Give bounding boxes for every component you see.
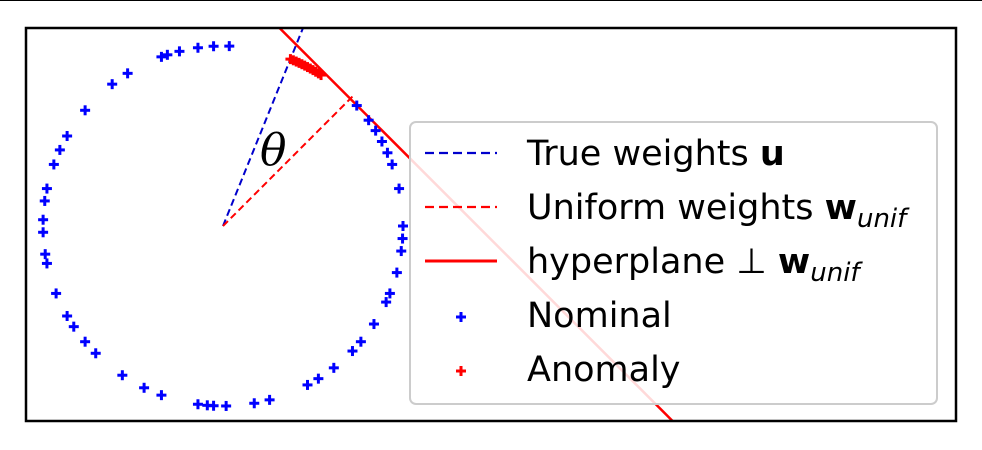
nominal-point: [80, 105, 91, 116]
legend-nominal-marker: [456, 312, 466, 322]
nominal-point: [381, 297, 392, 308]
nominal-point: [384, 288, 395, 299]
nominal-point: [313, 373, 324, 384]
nominal-point: [41, 258, 52, 269]
nominal-point: [370, 125, 381, 136]
legend-nominal-label: Nominal: [527, 296, 672, 336]
nominal-point: [224, 41, 235, 52]
nominal-point: [368, 319, 379, 330]
legend-anomaly-label: Anomaly: [527, 350, 681, 390]
nominal-point: [38, 227, 49, 238]
nominal-point: [62, 131, 73, 141]
nominal-point: [40, 249, 51, 260]
true-weights-vector: [222, 28, 305, 227]
nominal-point: [162, 49, 173, 60]
nominal-point: [117, 370, 128, 381]
nominal-point: [38, 214, 49, 225]
nominal-point: [249, 398, 260, 409]
nominal-point: [387, 159, 398, 170]
nominal-point: [139, 382, 150, 393]
nominal-point: [347, 346, 358, 357]
nominal-point: [68, 321, 79, 332]
legend-true-weights-label: True weights u: [526, 134, 785, 174]
top-rule: [0, 0, 982, 1]
nominal-point: [396, 246, 407, 257]
nominal-point: [122, 68, 133, 79]
axes-frame: [24, 26, 958, 423]
nominal-point: [302, 379, 313, 390]
legend: True weights u Uniform weights wunif hyp…: [409, 121, 938, 405]
nominal-point: [156, 51, 167, 62]
nominal-point: [174, 46, 185, 57]
nominal-point: [54, 144, 65, 155]
anomaly-point: [316, 70, 327, 81]
nominal-point: [394, 183, 405, 194]
nominal-point: [62, 311, 73, 321]
nominal-point: [80, 336, 91, 347]
uniform-weights-vector: [222, 95, 354, 227]
nominal-point: [39, 195, 50, 206]
nominal-point: [398, 221, 408, 231]
nominal-point: [264, 394, 275, 405]
nominal-point: [48, 159, 59, 170]
nominal-point: [221, 400, 232, 411]
nominal-point: [376, 136, 387, 147]
legend-hyperplane-label: hyperplane ⊥ wunif: [527, 242, 863, 288]
nominal-point: [107, 79, 118, 90]
nominal-point: [41, 183, 52, 194]
nominal-point: [397, 233, 408, 244]
nominal-point: [156, 390, 167, 401]
nominal-point: [351, 100, 362, 111]
nominal-point: [355, 336, 366, 347]
legend-uniform-weights-label: Uniform weights wunif: [527, 188, 910, 234]
nominal-point: [192, 399, 203, 410]
plot-area: [38, 28, 675, 421]
legend-anomaly-marker: [456, 366, 466, 376]
nominal-point: [192, 42, 203, 53]
nominal-point: [51, 288, 62, 299]
nominal-point: [328, 362, 339, 373]
nominal-point: [382, 147, 393, 158]
nominal-point: [391, 267, 402, 278]
nominal-point: [208, 41, 219, 52]
nominal-point: [90, 348, 101, 359]
legend-box: [409, 121, 938, 405]
points-layer: [38, 41, 408, 411]
theta-label: θ: [260, 125, 287, 176]
nominal-point: [363, 115, 374, 126]
nominal-point: [202, 400, 213, 411]
